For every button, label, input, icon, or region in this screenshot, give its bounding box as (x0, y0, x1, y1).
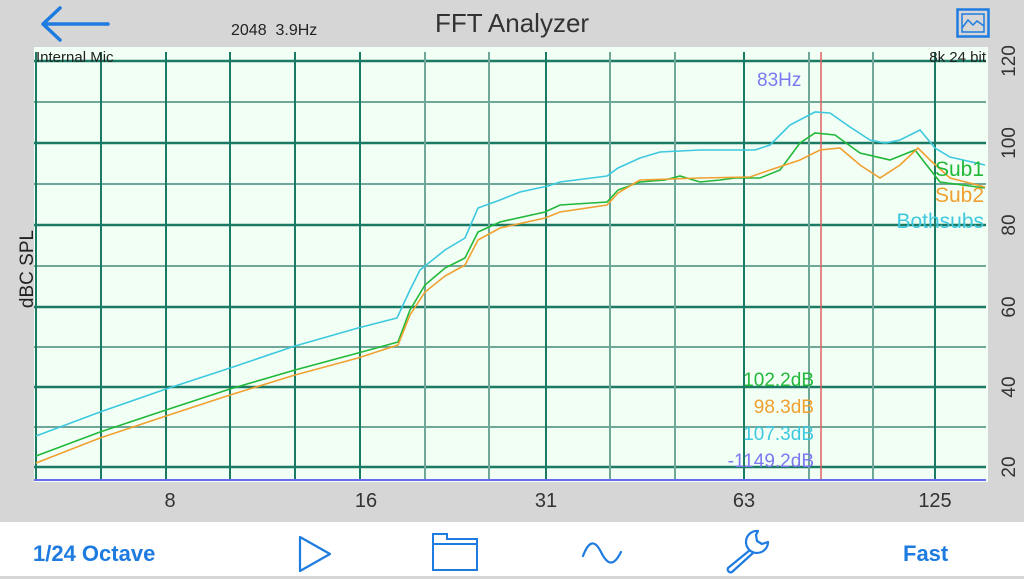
top-bar: 2048 3.9Hz FFT Analyzer (0, 0, 1024, 47)
response-speed-button[interactable]: Fast (903, 541, 949, 566)
y-tick-80: 80 (999, 214, 1020, 236)
spectrum-chart[interactable] (34, 47, 988, 482)
readout-sub2: 98.3dB (753, 397, 814, 418)
x-tick-31: 31 (534, 490, 558, 512)
sample-format-label: 8k 24 bit (929, 49, 986, 66)
play-icon (298, 535, 332, 573)
page-title: FFT Analyzer (434, 8, 590, 38)
arrow-left-icon (41, 6, 110, 42)
x-tick-16: 16 (354, 490, 378, 512)
folder-icon (432, 533, 478, 571)
open-folder-button[interactable] (431, 532, 479, 577)
y-tick-120: 120 (999, 45, 1020, 77)
bottom-toolbar: 1/24 Octave Fast (0, 522, 1024, 576)
snapshot-button[interactable] (956, 8, 990, 38)
image-icon (956, 8, 990, 38)
play-button[interactable] (297, 534, 333, 579)
x-tick-125: 125 (918, 490, 952, 512)
input-source-label: Internal Mic (36, 49, 114, 66)
readout-bothsubs: 107.3dB (743, 424, 814, 445)
chart-plot (34, 52, 986, 481)
readout-sub1: 102.2dB (743, 370, 814, 391)
y-tick-60: 60 (999, 296, 1020, 318)
readout-cursor: -1149.2dB (727, 451, 814, 472)
wrench-icon (726, 529, 770, 574)
settings-button[interactable] (724, 528, 774, 579)
sine-wave-icon (581, 542, 623, 564)
y-tick-100: 100 (999, 127, 1020, 159)
legend-sub2[interactable]: Sub2 (934, 184, 984, 207)
x-tick-8: 8 (164, 490, 176, 512)
y-tick-40: 40 (999, 376, 1020, 398)
octave-resolution-button[interactable]: 1/24 Octave (33, 541, 156, 566)
legend-sub1[interactable]: Sub1 (934, 158, 984, 181)
x-tick-63: 63 (732, 490, 756, 512)
fft-size-resolution: 2048 3.9Hz (231, 22, 318, 39)
signal-generator-button[interactable] (581, 536, 625, 575)
cursor-frequency: 83Hz (757, 70, 802, 91)
legend-bothsubs[interactable]: Bothsubs (896, 210, 984, 233)
y-tick-20: 20 (999, 456, 1020, 478)
y-axis-label: dBC SPL (17, 229, 38, 309)
back-button[interactable] (36, 4, 112, 44)
